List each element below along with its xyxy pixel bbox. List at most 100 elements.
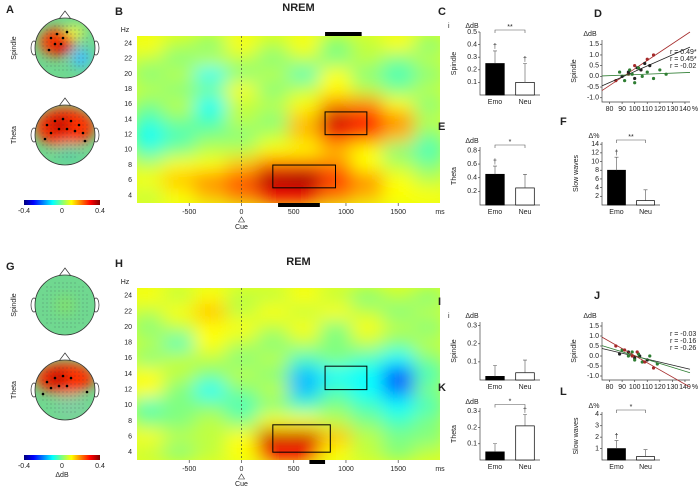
electrode-significant — [53, 376, 57, 380]
significance-marker: † — [523, 56, 527, 63]
electrode — [82, 124, 84, 126]
significance-bracket — [494, 404, 526, 408]
topomap-field — [35, 18, 95, 78]
electrode — [86, 53, 88, 55]
electrode — [58, 29, 60, 31]
electrode — [62, 156, 64, 158]
electrode — [54, 112, 56, 114]
heatmap-cell — [382, 397, 415, 414]
electrode — [62, 403, 64, 405]
electrode — [66, 322, 68, 324]
electrode — [54, 152, 56, 154]
bar — [485, 173, 505, 206]
heatmap-cell — [382, 319, 415, 336]
heatmap-cell — [163, 66, 195, 83]
electrode — [58, 37, 60, 39]
electrode — [46, 407, 48, 409]
electrode-significant — [77, 123, 81, 127]
electrode — [86, 136, 88, 138]
electrode — [66, 37, 68, 39]
electrode — [70, 387, 72, 389]
electrode — [86, 37, 88, 39]
electrode — [86, 314, 88, 316]
electrode — [70, 41, 72, 43]
heatmap-cell — [351, 172, 384, 189]
electrode — [66, 375, 68, 377]
heatmap-cell — [351, 157, 384, 174]
heatmap-cell — [413, 81, 440, 98]
heatmap-cell — [225, 350, 258, 367]
heatmap-cell — [413, 66, 440, 83]
heatmap-cell — [351, 334, 384, 352]
y-tick-label: 14 — [591, 141, 599, 148]
topomap-label: Theta — [11, 381, 18, 399]
electrode — [54, 310, 56, 312]
electrode — [46, 49, 48, 51]
electrode — [82, 65, 84, 67]
heatmap-cell — [288, 303, 321, 320]
electrode — [54, 136, 56, 138]
bar — [636, 456, 655, 461]
electrode — [74, 306, 76, 308]
electrode — [86, 310, 88, 312]
electrode — [66, 407, 68, 409]
electrode — [42, 314, 44, 316]
panel-letter: J — [594, 290, 600, 302]
heatmap-cell — [288, 334, 321, 352]
electrode — [62, 144, 64, 146]
heatmap-cell — [413, 157, 440, 174]
bar — [515, 82, 535, 96]
topomap-blobs — [39, 26, 91, 68]
electrode — [42, 132, 44, 134]
heatmap-cell — [351, 397, 384, 414]
electrode — [58, 294, 60, 296]
y-tick-label: 1.0 — [589, 52, 599, 59]
heatmap-cell — [288, 66, 321, 83]
heatmap-cell — [137, 303, 164, 320]
electrode — [70, 65, 72, 67]
electrode — [70, 152, 72, 154]
y-tick-label: 0.2 — [467, 67, 477, 74]
heatmap-cell — [137, 428, 164, 445]
electrode — [82, 61, 84, 63]
colorbar-tick-label: 0.4 — [95, 463, 105, 470]
significance-marker: † — [493, 159, 497, 166]
heatmap-cell — [163, 142, 195, 158]
electrode — [74, 140, 76, 142]
heatmap-cell — [319, 303, 352, 320]
heatmap-cell — [413, 319, 440, 336]
electrode — [58, 53, 60, 55]
electrode — [46, 322, 48, 324]
heatmap-cell — [163, 350, 195, 367]
electrode — [70, 49, 72, 51]
heatmap-cell — [382, 334, 415, 352]
heatmap-cell — [351, 288, 384, 305]
electrode-significant — [43, 137, 47, 141]
electrode — [58, 403, 60, 405]
electrode — [42, 53, 44, 55]
heatmap-cell — [194, 366, 227, 383]
series-label: r = -0.02 — [670, 63, 696, 70]
electrode — [82, 29, 84, 31]
electrode — [78, 37, 80, 39]
electrode — [78, 148, 80, 150]
heatmap-cell — [413, 413, 440, 430]
significance-label: ** — [507, 24, 513, 31]
electrode — [50, 45, 52, 47]
electrode — [42, 294, 44, 296]
bar — [607, 169, 626, 206]
y-tick-label: 6 — [128, 177, 132, 184]
electrode-significant — [49, 36, 53, 40]
heatmap-cell — [382, 381, 415, 398]
topomap-blob — [51, 38, 71, 54]
electrode — [54, 140, 56, 142]
colorbar-tick-label: 0 — [60, 208, 64, 215]
heatmap-cell — [413, 127, 440, 143]
electrode — [42, 310, 44, 312]
electrode — [74, 375, 76, 377]
electrode — [58, 371, 60, 373]
electrode — [46, 371, 48, 373]
y-axis-label: Spindle — [451, 52, 458, 75]
nose — [58, 267, 72, 277]
electrode — [50, 124, 52, 126]
